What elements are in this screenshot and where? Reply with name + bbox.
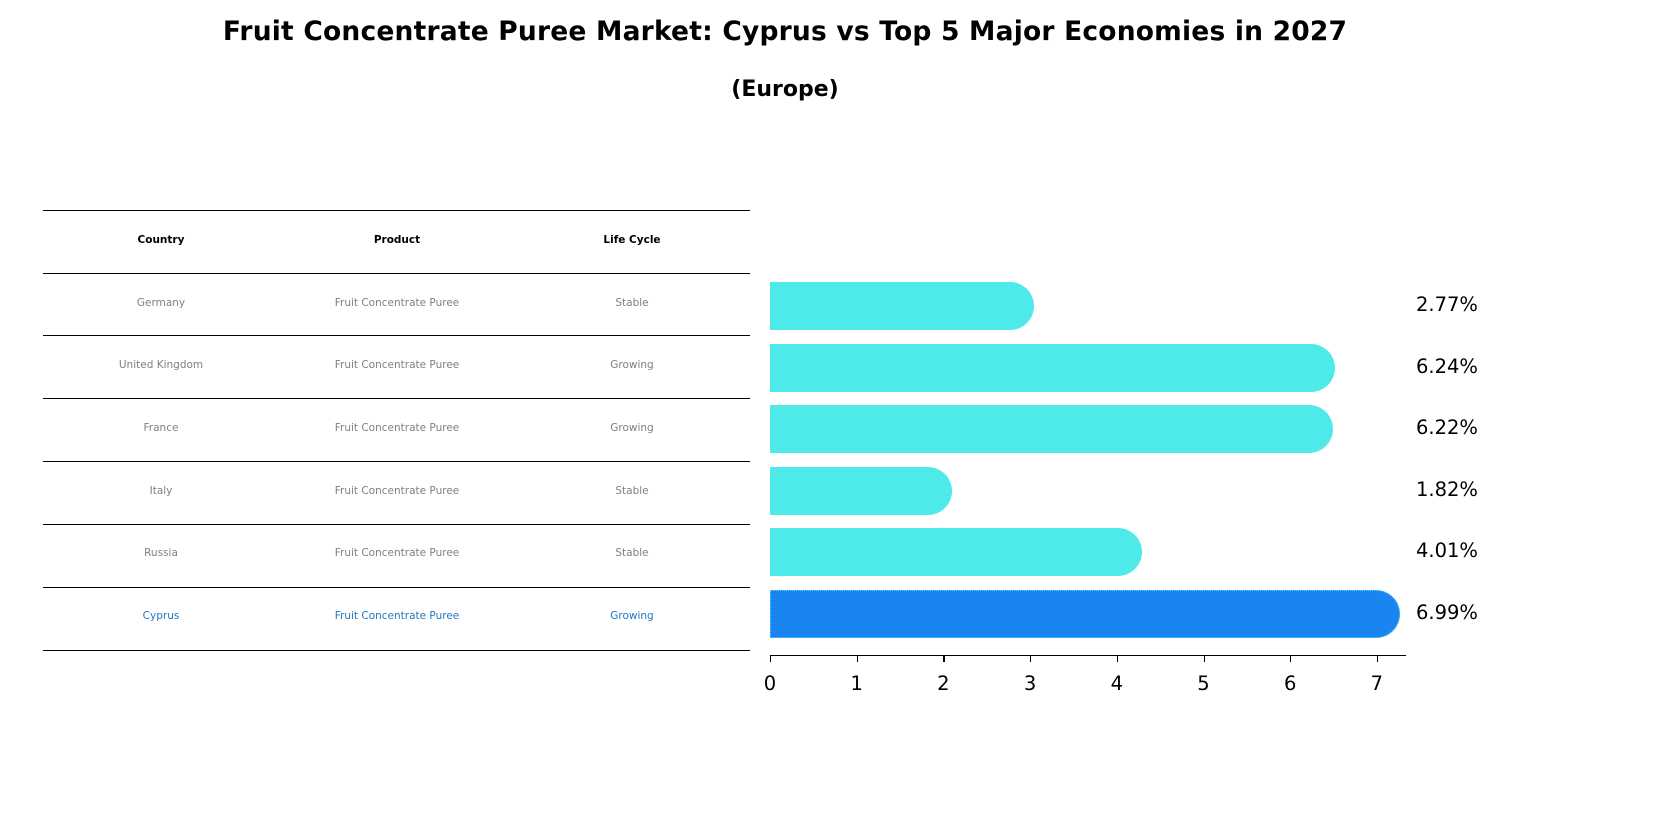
cell-product-highlight: Fruit Concentrate Puree [334, 610, 460, 622]
header-life-cycle: Life Cycle [603, 234, 661, 246]
bar [770, 405, 1334, 453]
table-rule [43, 524, 750, 525]
chart-title: Fruit Concentrate Puree Market: Cyprus v… [222, 16, 1348, 47]
x-tick-label: 2 [937, 672, 950, 695]
cell-life-cycle: Stable [615, 485, 649, 497]
bar-highlight [770, 590, 1401, 638]
bar [770, 344, 1335, 392]
cell-country: Germany [136, 297, 186, 309]
cell-country: Russia [144, 547, 178, 559]
cell-product: Fruit Concentrate Puree [334, 422, 460, 434]
cell-life-cycle-highlight: Growing [610, 610, 654, 622]
x-tick [1030, 655, 1032, 662]
x-axis [770, 655, 1406, 657]
value-label: 6.99% [1416, 601, 1478, 624]
table-rule [43, 650, 750, 651]
cell-product: Fruit Concentrate Puree [334, 297, 460, 309]
cell-country-highlight: Cyprus [142, 610, 180, 622]
bar [770, 467, 952, 515]
x-tick-label: 4 [1110, 672, 1123, 695]
x-tick-label: 1 [850, 672, 863, 695]
bar [770, 528, 1142, 576]
x-tick [1116, 655, 1118, 662]
x-tick [1376, 655, 1379, 662]
x-tick [1290, 655, 1292, 662]
header-product: Product [373, 234, 421, 246]
x-tick-label: 6 [1283, 672, 1297, 695]
chart-subtitle: (Europe) [731, 77, 839, 102]
cell-product: Fruit Concentrate Puree [334, 547, 460, 559]
cell-country: United Kingdom [118, 359, 204, 371]
table-rule [43, 335, 750, 336]
value-label: 2.77% [1416, 293, 1478, 316]
cell-life-cycle: Stable [615, 297, 649, 309]
cell-life-cycle: Stable [615, 547, 649, 559]
table-rule [43, 461, 750, 462]
cell-product: Fruit Concentrate Puree [334, 485, 460, 497]
x-tick [943, 655, 945, 662]
table-rule [43, 210, 750, 211]
x-tick-label: 0 [763, 672, 777, 695]
x-tick [770, 655, 772, 662]
cell-life-cycle: Growing [610, 359, 654, 371]
x-tick-label: 7 [1370, 672, 1384, 695]
cell-country: Italy [149, 485, 173, 497]
x-tick-label: 5 [1197, 672, 1210, 695]
table-rule [43, 398, 750, 399]
cell-life-cycle: Growing [610, 422, 654, 434]
value-label: 4.01% [1416, 539, 1478, 562]
cell-product: Fruit Concentrate Puree [334, 359, 460, 371]
table-rule [43, 587, 750, 588]
table-rule [43, 273, 750, 274]
bar [770, 282, 1035, 330]
cell-country: France [143, 422, 179, 434]
x-tick [856, 655, 858, 662]
value-label: 1.82% [1416, 478, 1478, 501]
value-label: 6.24% [1416, 355, 1478, 378]
x-tick [1203, 655, 1205, 662]
value-label: 6.22% [1416, 416, 1478, 439]
x-tick-label: 3 [1023, 672, 1037, 695]
header-country: Country [137, 234, 185, 246]
